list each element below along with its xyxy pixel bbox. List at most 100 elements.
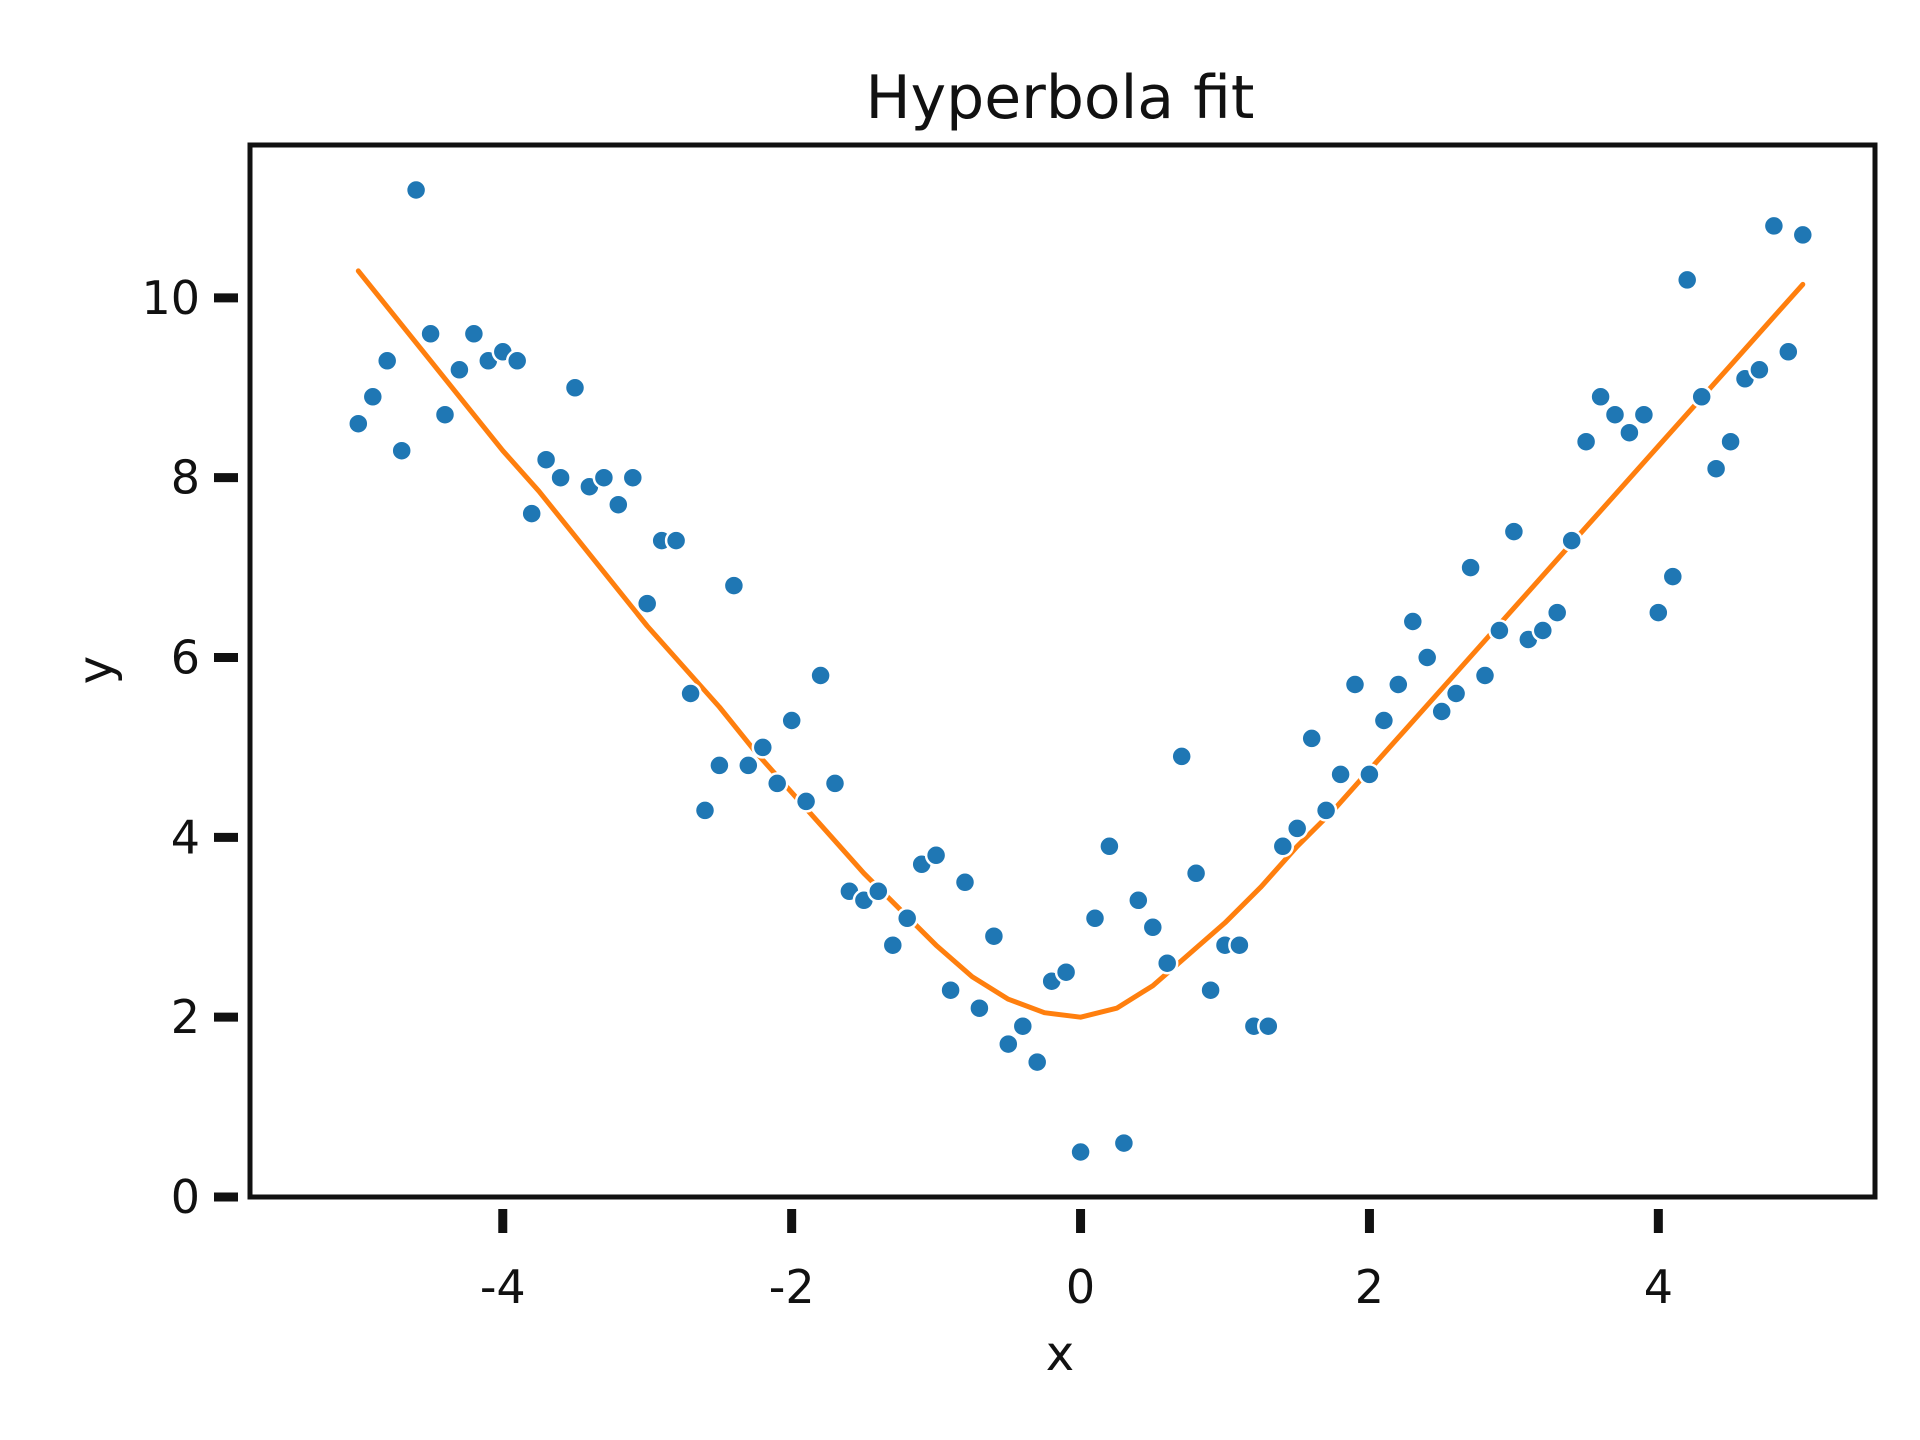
x-tick-label: -2: [769, 1260, 815, 1314]
scatter-point: [823, 772, 847, 795]
scatter-point: [1589, 385, 1612, 409]
scatter-point: [1127, 889, 1150, 912]
scatter-point: [939, 978, 962, 1002]
scatter-point: [1401, 610, 1425, 633]
scatter-point: [1719, 430, 1742, 453]
y-axis-ticks: 0 2 4 6 8 10: [141, 271, 238, 1224]
scatter-point: [549, 466, 572, 489]
scatter-point: [1155, 951, 1179, 975]
scatter-point: [505, 349, 529, 373]
scatter-point: [534, 448, 558, 471]
scatter-point: [1488, 619, 1511, 642]
scatter-point: [1545, 601, 1569, 624]
scatter-point: [607, 493, 630, 516]
scatter-point: [520, 502, 543, 525]
scatter-point: [1300, 727, 1323, 750]
scatter-point: [1661, 565, 1685, 588]
scatter-point: [375, 349, 399, 373]
x-axis-ticks: -4 -2 0 2 4: [480, 1209, 1673, 1314]
scatter-point: [1372, 709, 1396, 732]
scatter-point: [1069, 1140, 1092, 1164]
scatter-point: [462, 322, 486, 346]
scatter-point: [924, 844, 948, 867]
scatter-point: [679, 682, 702, 705]
scatter-points-layer: [347, 178, 1815, 1164]
scatter-point: [1285, 817, 1309, 840]
scatter-point: [1314, 799, 1338, 822]
plot-frame: [247, 142, 1878, 1200]
scatter-point: [780, 709, 803, 732]
y-tick-label: 8: [171, 451, 200, 505]
scatter-point: [448, 358, 471, 382]
scatter-point: [1011, 1014, 1035, 1038]
scatter-point: [1199, 978, 1222, 1002]
scatter-point: [1560, 529, 1583, 552]
scatter-point: [1603, 403, 1627, 426]
scatter-point: [881, 933, 905, 957]
y-tick-label: 6: [171, 631, 200, 685]
scatter-point: [1675, 268, 1699, 292]
scatter-point: [968, 996, 991, 1020]
scatter-point: [722, 574, 746, 597]
x-tick-label: 0: [1066, 1260, 1095, 1314]
scatter-point: [1098, 835, 1121, 858]
scatter-point: [433, 403, 457, 426]
scatter-point: [1574, 430, 1598, 453]
x-tick-label: 2: [1355, 1260, 1384, 1314]
scatter-point: [1343, 673, 1367, 696]
scatter-point: [1618, 421, 1641, 444]
scatter-point: [693, 799, 717, 822]
scatter-point: [765, 772, 789, 795]
scatter-point: [361, 385, 385, 409]
scatter-point: [867, 880, 890, 903]
scatter-point: [635, 592, 659, 615]
x-tick-label: -4: [480, 1260, 526, 1314]
scatter-point: [1083, 907, 1107, 930]
scatter-point: [708, 754, 731, 777]
y-tick-label: 4: [171, 810, 200, 864]
scatter-point: [1502, 520, 1526, 543]
scatter-point: [1054, 960, 1078, 984]
scatter-point: [1777, 340, 1800, 364]
scatter-point: [592, 466, 616, 489]
scatter-point: [953, 871, 977, 894]
scatter-point: [1459, 556, 1482, 579]
scatter-point: [1271, 835, 1295, 858]
y-tick-label: 0: [171, 1170, 200, 1224]
scatter-point: [1112, 1131, 1136, 1155]
scatter-point: [1170, 745, 1193, 768]
y-tick-label: 10: [141, 271, 200, 325]
scatter-point: [751, 736, 775, 759]
scatter-point: [621, 466, 645, 489]
scatter-point: [1762, 214, 1786, 238]
scatter-point: [563, 376, 587, 400]
scatter-point: [1257, 1014, 1280, 1038]
scatter-point: [1690, 385, 1713, 409]
scatter-point: [664, 529, 688, 552]
scatter-point: [997, 1032, 1020, 1056]
scatter-point: [1473, 664, 1497, 687]
x-tick-label: 4: [1644, 1260, 1673, 1314]
y-tick-label: 2: [171, 990, 200, 1044]
scatter-point: [982, 924, 1006, 948]
scatter-point: [419, 322, 442, 346]
x-axis-label: x: [1046, 1326, 1074, 1382]
scatter-point: [1358, 763, 1381, 786]
scatter-point: [1329, 763, 1352, 786]
scatter-point: [347, 412, 370, 435]
scatter-point: [1791, 223, 1815, 247]
scatter-point: [1748, 358, 1771, 382]
scatter-point: [895, 907, 919, 930]
scatter-point: [1444, 682, 1468, 705]
scatter-point: [1228, 933, 1251, 957]
scatter-point: [1647, 601, 1670, 624]
scatter-point: [1387, 673, 1410, 696]
y-axis-label: y: [68, 656, 124, 684]
scatter-point: [1415, 646, 1439, 669]
scatter-point: [1141, 916, 1165, 939]
scatter-point: [1184, 862, 1208, 885]
scatter-point: [1531, 619, 1555, 642]
scatter-point: [809, 664, 832, 687]
scatter-point: [1632, 403, 1656, 426]
